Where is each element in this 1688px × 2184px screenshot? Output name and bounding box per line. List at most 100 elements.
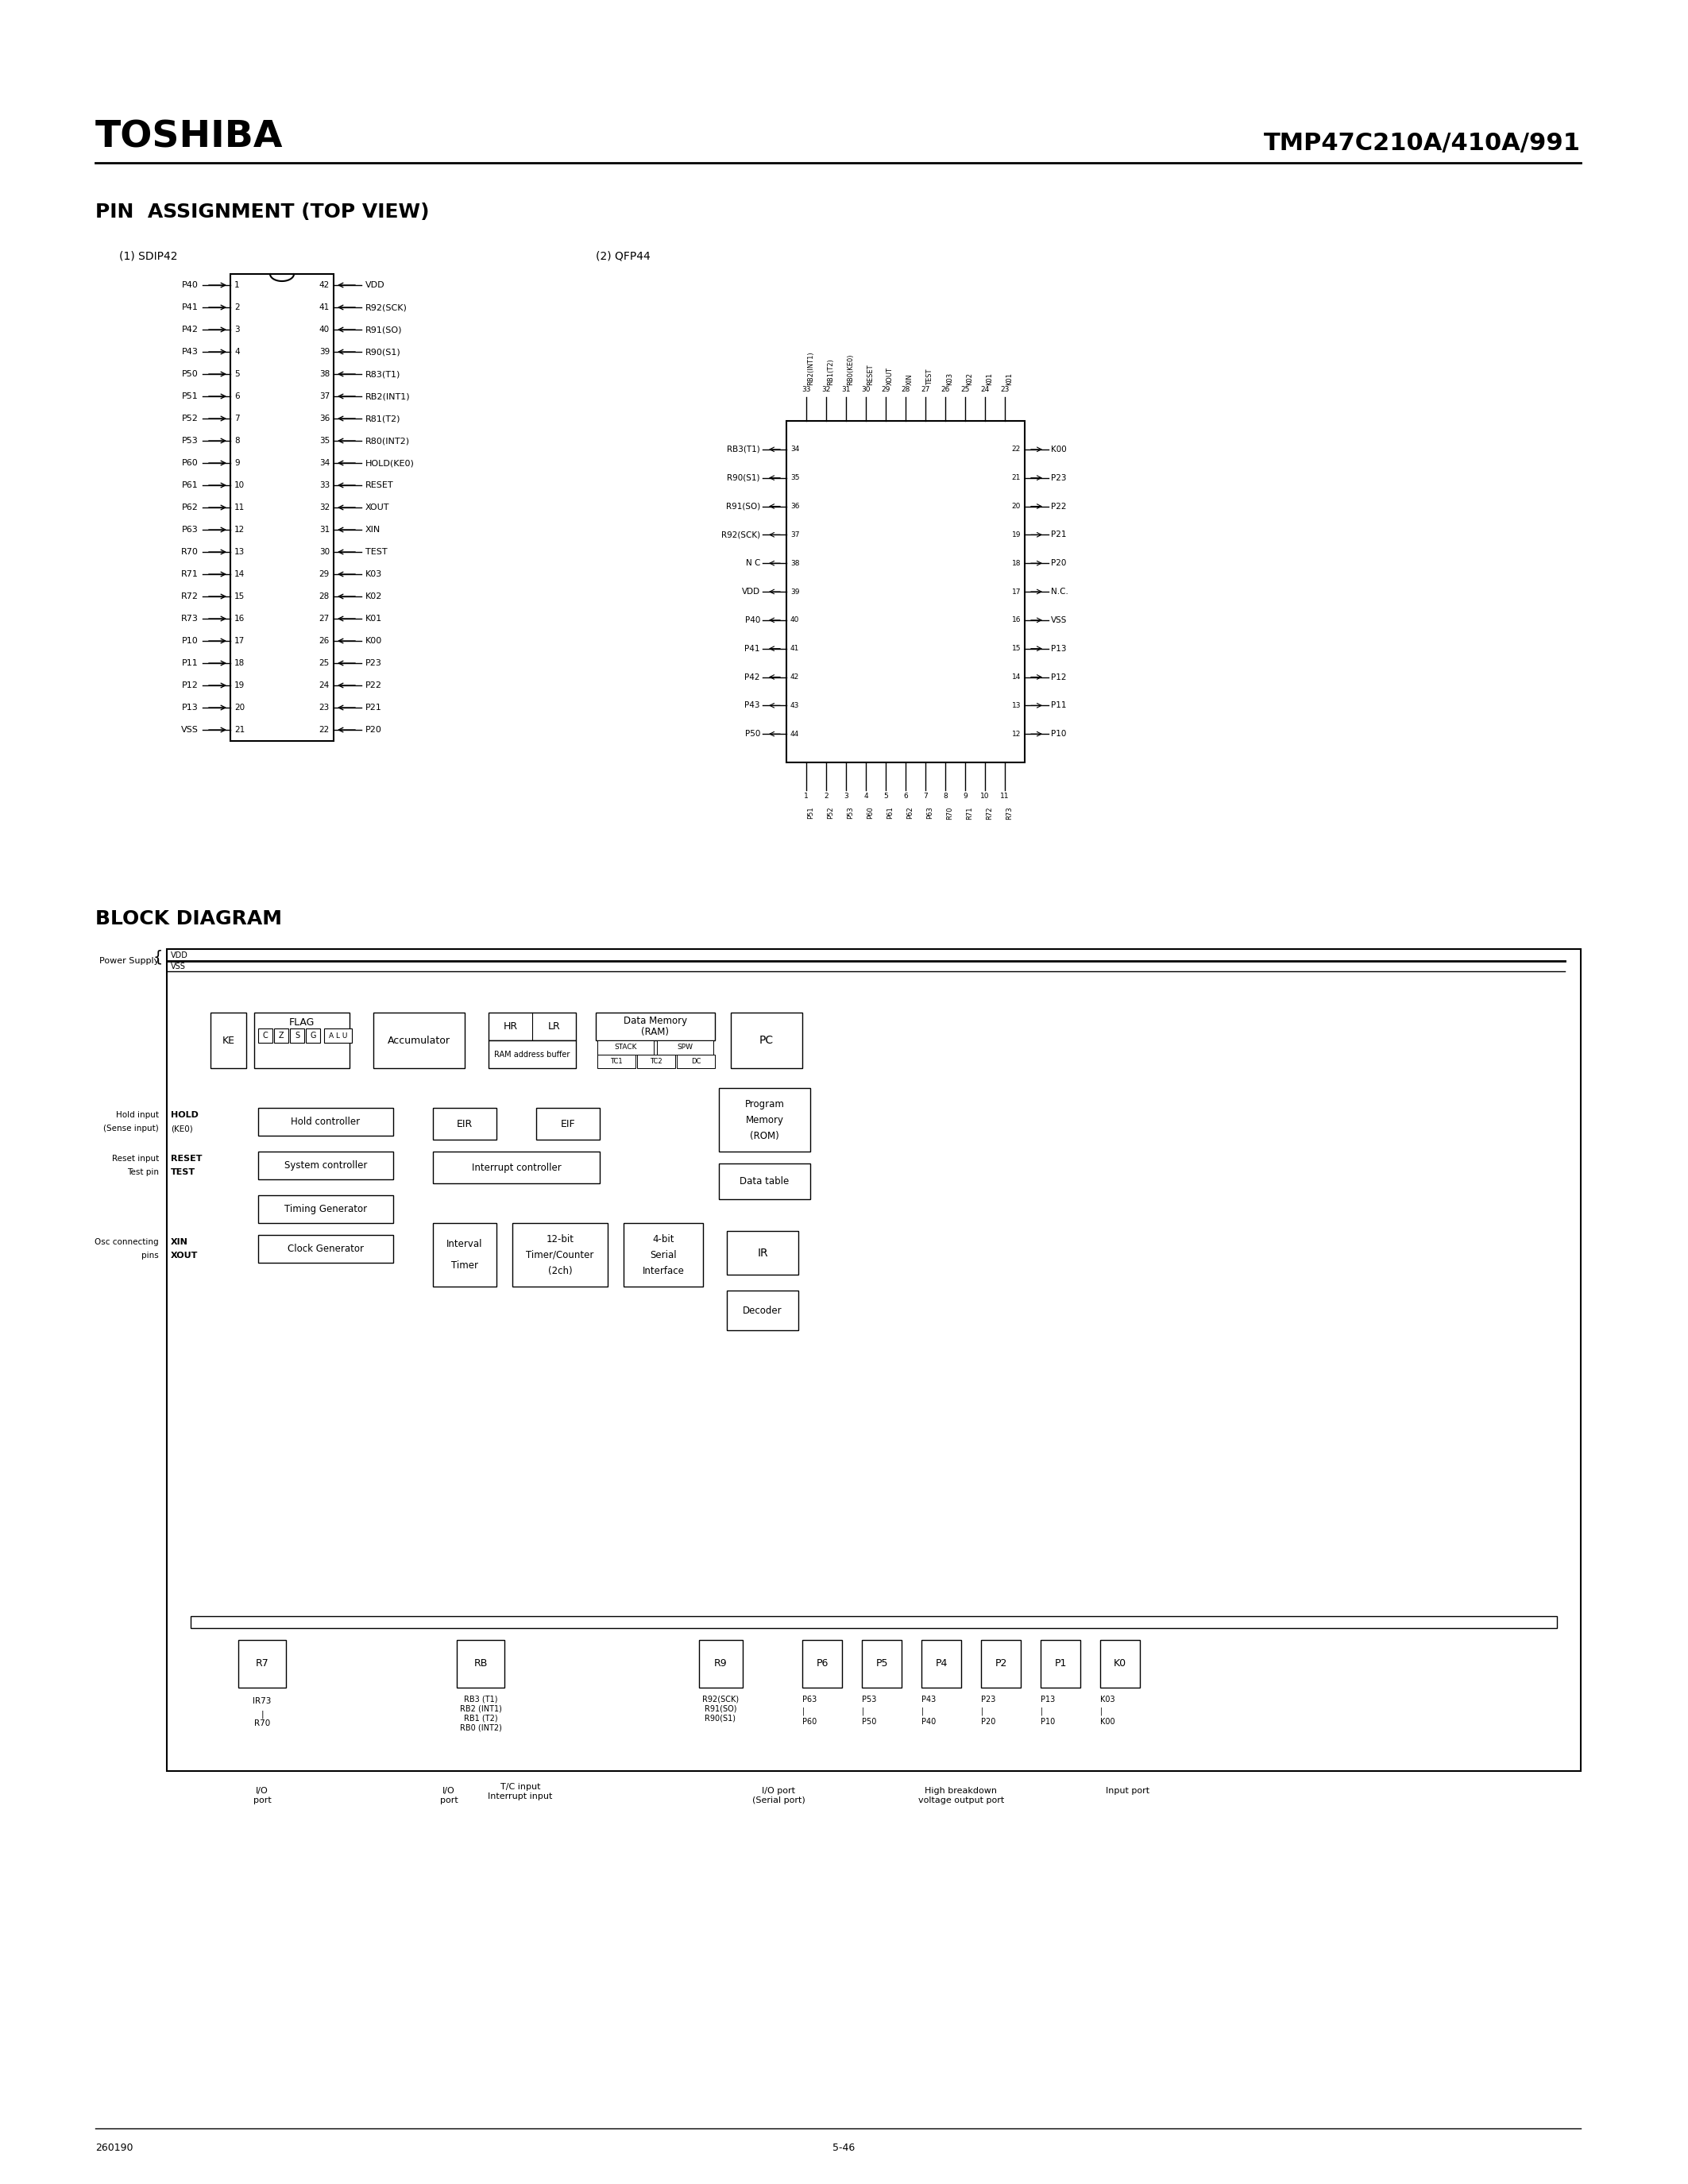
Text: TEST: TEST [365, 548, 387, 557]
Text: P40: P40 [182, 282, 199, 288]
Bar [719, 1088, 810, 1151]
Text: K02: K02 [365, 592, 383, 601]
Bar [432, 1223, 496, 1286]
Text: 22: 22 [1011, 446, 1021, 452]
Text: Serial: Serial [650, 1249, 677, 1260]
Text: 38: 38 [319, 369, 329, 378]
Text: 14: 14 [235, 570, 245, 579]
Text: R83(T1): R83(T1) [365, 369, 400, 378]
Text: R7: R7 [255, 1658, 268, 1669]
Bar [432, 1107, 496, 1140]
Text: 2: 2 [824, 793, 829, 799]
Text: R70: R70 [181, 548, 199, 557]
Text: RB2(INT1): RB2(INT1) [807, 352, 814, 384]
Text: High breakdown
voltage output port: High breakdown voltage output port [918, 1787, 1004, 1804]
Text: P52: P52 [827, 806, 834, 819]
Text: R71: R71 [966, 806, 972, 819]
Text: 29: 29 [319, 570, 329, 579]
Bar [787, 422, 1025, 762]
Text: P50: P50 [744, 729, 760, 738]
Text: VSS: VSS [1052, 616, 1067, 625]
Bar [802, 1640, 842, 1688]
Bar [537, 1107, 599, 1140]
Text: Timer/Counter: Timer/Counter [527, 1249, 594, 1260]
Text: 16: 16 [235, 614, 245, 622]
Text: VSS: VSS [170, 963, 186, 970]
Text: TC1: TC1 [611, 1057, 623, 1066]
Text: P50: P50 [863, 1719, 876, 1725]
Text: 22: 22 [319, 725, 329, 734]
Text: Data Memory: Data Memory [623, 1016, 687, 1026]
Bar [258, 1151, 393, 1179]
Text: 27: 27 [922, 387, 930, 393]
Text: 11: 11 [1001, 793, 1009, 799]
Text: R72: R72 [986, 806, 993, 819]
Bar [191, 1616, 1556, 1627]
Text: RESET: RESET [866, 365, 874, 384]
Text: TC2: TC2 [650, 1057, 662, 1066]
Text: LR: LR [549, 1022, 560, 1031]
Text: P41: P41 [744, 644, 760, 653]
Bar [598, 1055, 635, 1068]
Text: 4: 4 [235, 347, 240, 356]
Text: P10: P10 [182, 638, 199, 644]
Text: Interrupt controller: Interrupt controller [471, 1162, 560, 1173]
Text: IR: IR [758, 1247, 768, 1258]
Bar [863, 1640, 901, 1688]
Text: 1: 1 [235, 282, 240, 288]
Text: Osc connecting: Osc connecting [95, 1238, 159, 1245]
Text: DC: DC [690, 1057, 701, 1066]
Text: TOSHIBA: TOSHIBA [95, 120, 284, 155]
Text: SPW: SPW [677, 1044, 694, 1051]
Text: K01: K01 [1006, 373, 1013, 384]
Text: RESET: RESET [365, 480, 393, 489]
Bar [167, 950, 1580, 1771]
Text: Timer: Timer [451, 1260, 478, 1271]
Text: P63: P63 [802, 1695, 817, 1704]
Text: Reset input: Reset input [111, 1155, 159, 1162]
Text: |: | [802, 1706, 805, 1714]
Text: A L U: A L U [329, 1033, 348, 1040]
Text: RB0 (INT2): RB0 (INT2) [459, 1723, 501, 1732]
Text: P40: P40 [922, 1719, 935, 1725]
Text: 30: 30 [861, 387, 871, 393]
Text: Z: Z [279, 1031, 284, 1040]
Text: |: | [260, 1710, 263, 1719]
Text: 36: 36 [790, 502, 800, 509]
Bar [728, 1291, 798, 1330]
Text: R73: R73 [181, 614, 199, 622]
Text: R81(T2): R81(T2) [365, 415, 400, 422]
Text: RB1(T2): RB1(T2) [827, 358, 834, 384]
Text: K01: K01 [365, 614, 381, 622]
Text: K00: K00 [1101, 1719, 1116, 1725]
Text: R91(SO): R91(SO) [365, 325, 402, 334]
Text: P5: P5 [876, 1658, 888, 1669]
Text: P60: P60 [182, 459, 199, 467]
Text: 24: 24 [319, 681, 329, 690]
Text: IR73: IR73 [253, 1697, 272, 1706]
Text: 17: 17 [235, 638, 245, 644]
Bar [981, 1640, 1021, 1688]
Text: R90(S1): R90(S1) [728, 474, 760, 483]
Text: 33: 33 [319, 480, 329, 489]
Text: 10: 10 [981, 793, 989, 799]
Text: 18: 18 [1011, 559, 1021, 568]
Text: 8: 8 [235, 437, 240, 446]
Text: 21: 21 [235, 725, 245, 734]
Text: 32: 32 [822, 387, 830, 393]
Text: P13: P13 [1040, 1695, 1055, 1704]
Text: 26: 26 [319, 638, 329, 644]
Text: T/C input
Interrupt input: T/C input Interrupt input [488, 1782, 552, 1800]
Bar [255, 1013, 349, 1068]
Text: 37: 37 [790, 531, 800, 537]
Text: K01: K01 [986, 373, 993, 384]
Text: 10: 10 [235, 480, 245, 489]
Text: STACK: STACK [614, 1044, 636, 1051]
Bar [677, 1055, 716, 1068]
Text: 9: 9 [962, 793, 967, 799]
Text: P63: P63 [927, 806, 933, 819]
Text: Data table: Data table [739, 1177, 790, 1186]
Text: P22: P22 [1052, 502, 1067, 511]
Text: P61: P61 [886, 806, 893, 819]
Text: K03: K03 [365, 570, 381, 579]
